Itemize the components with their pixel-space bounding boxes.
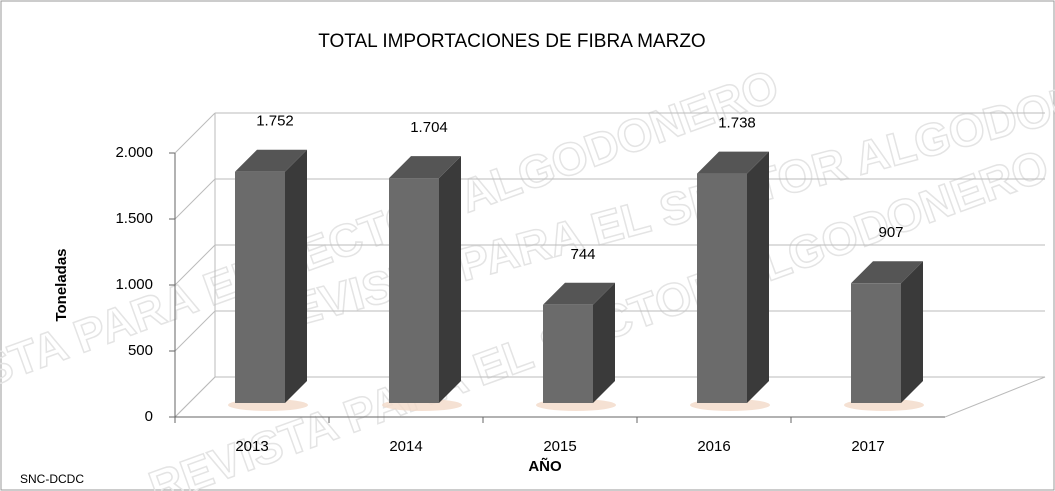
bar-top [389, 156, 461, 179]
y-tick-label: 1.000 [115, 276, 153, 293]
bar [389, 178, 439, 403]
bar-side [901, 261, 923, 403]
grid-line [174, 376, 216, 418]
x-tick-label: 2016 [697, 438, 730, 455]
x-tick-label: 2015 [543, 438, 576, 455]
bar [543, 304, 593, 403]
y-tick-label: 1.500 [115, 210, 153, 227]
bar-side [593, 282, 615, 403]
bar [235, 171, 285, 403]
bar-side [747, 151, 769, 403]
x-axis-title: AÑO [528, 457, 562, 475]
grid-line [174, 112, 216, 154]
grid-line [174, 178, 216, 220]
y-tick-label: 2.000 [115, 144, 153, 161]
x-tick-label: 2014 [389, 438, 422, 455]
bar-side [285, 149, 307, 403]
bar-top [543, 282, 615, 305]
source-note: SNC-DCDC [20, 472, 84, 486]
data-label: 744 [570, 246, 595, 263]
data-label: 1.752 [256, 113, 294, 130]
grid-line [174, 310, 216, 352]
bar [697, 173, 747, 403]
data-label: 1.704 [410, 119, 448, 136]
bar-top [697, 151, 769, 174]
bar-side [439, 156, 461, 403]
y-tick-label: 500 [128, 342, 153, 359]
data-label: 1.738 [718, 115, 756, 132]
bar [851, 283, 901, 403]
data-label: 907 [878, 224, 903, 241]
x-tick-label: 2017 [851, 438, 884, 455]
bar-top [851, 261, 923, 284]
grid-line [174, 244, 216, 286]
x-tick-label: 2013 [235, 438, 268, 455]
chart-title: TOTAL IMPORTACIONES DE FIBRA MARZO [318, 31, 705, 52]
y-tick-label: 0 [145, 408, 153, 425]
y-axis-title: Toneladas [53, 248, 70, 321]
bar-top [235, 149, 307, 172]
